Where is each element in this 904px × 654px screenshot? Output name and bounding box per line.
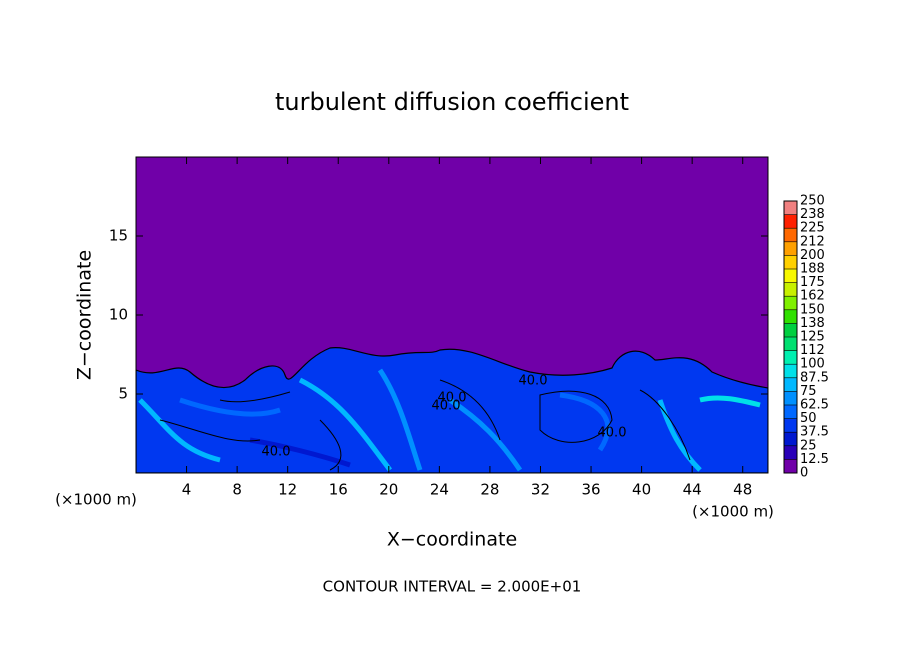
colorbar-tick-label: 225: [800, 221, 825, 236]
x-tick-label: 40: [632, 481, 651, 499]
colorbar-tick-label: 50: [800, 411, 817, 426]
colorbar-tick-label: 138: [800, 316, 825, 331]
colorbar-tick-label: 238: [800, 207, 825, 222]
x-tick-label: 32: [531, 481, 550, 499]
y-tick-label: 15: [109, 227, 128, 245]
colorbar-tick-label: 12.5: [800, 452, 829, 467]
colorbar-tick-label: 0: [800, 466, 808, 481]
y-tick-label: 5: [118, 385, 128, 403]
colorbar-tick-label: 250: [800, 194, 825, 209]
colorbar-band: [784, 405, 797, 419]
x-unit-label: (×1000 m): [55, 491, 137, 509]
colorbar-tick-label: 175: [800, 275, 825, 290]
colorbar-tick-label: 200: [800, 248, 825, 263]
contour-label: 40.0: [438, 391, 467, 406]
colorbar-tick-label: 112: [800, 343, 825, 358]
colorbar-band: [784, 269, 797, 283]
y-axis-label: Z−coordinate: [74, 250, 96, 380]
y-tick-label: 10: [109, 306, 128, 324]
x-tick-label: 8: [232, 481, 242, 499]
x-tick-label: 24: [430, 481, 449, 499]
colorbar-band: [784, 377, 797, 392]
colorbar-band: [784, 241, 797, 256]
field: [136, 157, 768, 473]
colorbar-band: [784, 214, 797, 229]
colorbar-tick-label: 25: [800, 438, 817, 453]
x-tick-label: 44: [683, 481, 702, 499]
colorbar-tick-label: 150: [800, 302, 825, 317]
colorbar-band: [784, 323, 797, 337]
x-tick-label: 48: [733, 481, 752, 499]
colorbar-band: [784, 350, 797, 365]
colorbar-tick-label: 75: [800, 384, 817, 399]
colorbar-band: [784, 337, 797, 351]
colorbar-tick-label: 37.5: [800, 425, 829, 440]
colorbar-band: [784, 418, 797, 433]
x-tick-label: 36: [581, 481, 600, 499]
colorbar-tick-label: 212: [800, 234, 825, 249]
x-unit-label: (×1000 m): [692, 503, 774, 521]
x-tick-label: 20: [379, 481, 398, 499]
contour-label: 40.0: [432, 399, 461, 414]
contour-lines: [159, 379, 691, 471]
colorbar-band: [784, 459, 797, 473]
turbulent-region: [136, 347, 768, 473]
colorbar-tick-label: 162: [800, 289, 825, 304]
colorbar-band: [784, 364, 797, 378]
colorbar-band: [784, 432, 797, 446]
colorbar-tick-label: 62.5: [800, 398, 829, 413]
x-tick-label: 4: [182, 481, 192, 499]
colorbar-tick-label: 125: [800, 330, 825, 345]
contour-label: 40.0: [598, 426, 627, 441]
colorbar-band: [784, 201, 797, 215]
x-tick-label: 16: [329, 481, 348, 499]
contour-label: 40.0: [262, 445, 291, 460]
colorbar-band: [784, 391, 797, 405]
swirls: [138, 368, 761, 472]
colorbar-band: [784, 282, 797, 297]
contour-label: 40.0: [519, 374, 548, 389]
colorbar-band: [784, 255, 797, 269]
colorbar-band: [784, 445, 797, 460]
chart-title: turbulent diffusion coefficient: [275, 88, 629, 116]
x-tick-label: 28: [480, 481, 499, 499]
footer: CONTOUR INTERVAL = 2.000E+01: [323, 578, 582, 596]
colorbar-tick-label: 188: [800, 262, 825, 277]
colorbar-band: [784, 228, 797, 242]
colorbar-band: [784, 309, 797, 324]
x-tick-label: 12: [278, 481, 297, 499]
colorbar-tick-label: 87.5: [800, 370, 829, 385]
colorbar-band: [784, 296, 797, 310]
colorbar-tick-label: 100: [800, 357, 825, 372]
x-axis-label: X−coordinate: [387, 529, 517, 551]
